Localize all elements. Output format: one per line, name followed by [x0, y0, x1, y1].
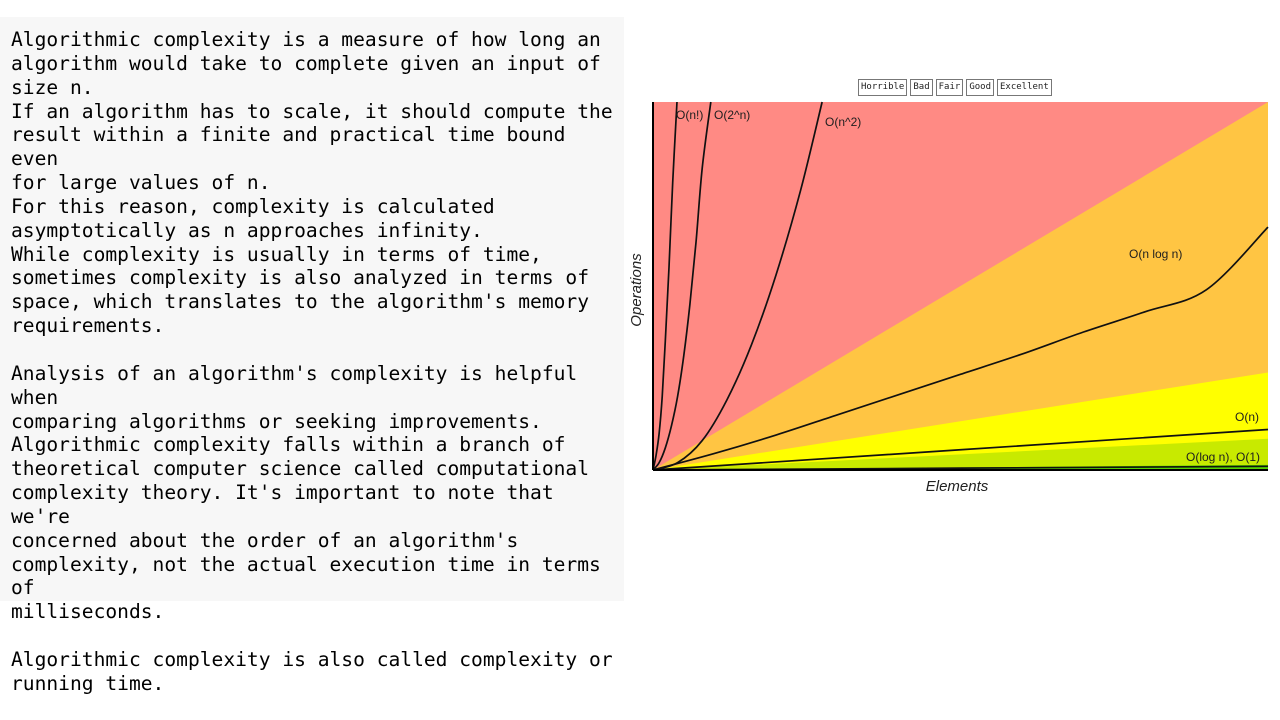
curve-o-n — [652, 101, 678, 471]
x-axis-label: Elements — [926, 478, 989, 495]
legend-bad: Bad — [910, 79, 933, 96]
paragraph-definition: Algorithmic complexity is a measure of h… — [11, 28, 613, 338]
complexity-chart: O(n!) O(2^n) O(n^2) O(n log n) O(n) O(lo… — [628, 101, 1269, 495]
description-panel: Algorithmic complexity is a measure of h… — [0, 17, 624, 695]
legend-good: Good — [966, 79, 994, 96]
complexity-regions — [653, 102, 1268, 470]
paragraph-aliases: Algorithmic complexity is also called co… — [11, 647, 613, 695]
chart-legend: Horrible Bad Fair Good Excellent — [858, 79, 1052, 96]
paragraph-analysis: Analysis of an algorithm's complexity is… — [11, 361, 601, 624]
label-linearithmic: O(n log n) — [1129, 247, 1182, 261]
curve-o-n-2 — [652, 101, 823, 471]
curve-o-2-n — [652, 101, 712, 471]
curve-o-n — [652, 428, 1269, 471]
label-linear: O(n) — [1235, 410, 1259, 424]
curve-o-n-log-n — [652, 226, 1269, 471]
legend-fair: Fair — [935, 79, 964, 96]
legend-excellent: Excellent — [997, 79, 1052, 96]
region-bad — [653, 102, 1268, 470]
label-exponential: O(2^n) — [714, 108, 750, 122]
label-factorial: O(n!) — [676, 108, 703, 122]
y-axis-label: Operations — [628, 253, 645, 327]
label-log-constant: O(log n), O(1) — [1186, 450, 1260, 464]
label-quadratic: O(n^2) — [825, 115, 861, 129]
region-good — [653, 438, 1268, 470]
legend-horrible: Horrible — [858, 79, 908, 96]
region-fair — [653, 372, 1268, 470]
